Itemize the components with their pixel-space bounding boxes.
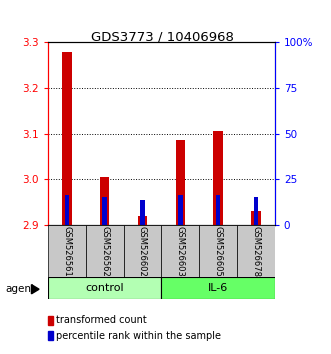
Bar — [48, 225, 86, 278]
Polygon shape — [48, 331, 53, 340]
Bar — [140, 200, 145, 225]
Text: GSM526603: GSM526603 — [176, 226, 185, 277]
Bar — [199, 225, 237, 278]
Polygon shape — [31, 285, 39, 294]
Bar — [138, 216, 147, 225]
Text: GSM526602: GSM526602 — [138, 226, 147, 277]
Bar — [102, 198, 107, 225]
Bar — [237, 225, 275, 278]
Text: GDS3773 / 10406968: GDS3773 / 10406968 — [91, 30, 234, 43]
Bar — [100, 177, 110, 225]
Bar — [65, 195, 69, 225]
Text: GSM526678: GSM526678 — [251, 226, 260, 277]
Bar — [216, 195, 220, 225]
Text: GSM526561: GSM526561 — [62, 226, 71, 277]
Bar — [123, 225, 162, 278]
Text: agent: agent — [5, 284, 35, 294]
Text: IL-6: IL-6 — [208, 283, 228, 293]
Polygon shape — [48, 316, 53, 325]
Bar — [213, 131, 223, 225]
Text: control: control — [85, 283, 124, 293]
Bar — [48, 277, 162, 299]
Bar — [62, 52, 71, 225]
Bar — [178, 195, 182, 225]
Bar — [162, 277, 275, 299]
Bar — [254, 198, 258, 225]
Text: GSM526562: GSM526562 — [100, 226, 109, 277]
Bar — [162, 225, 199, 278]
Text: GSM526605: GSM526605 — [213, 226, 222, 277]
Bar — [86, 225, 123, 278]
Text: percentile rank within the sample: percentile rank within the sample — [56, 331, 221, 341]
Text: transformed count: transformed count — [56, 315, 147, 325]
Bar — [175, 141, 185, 225]
Bar — [251, 211, 260, 225]
